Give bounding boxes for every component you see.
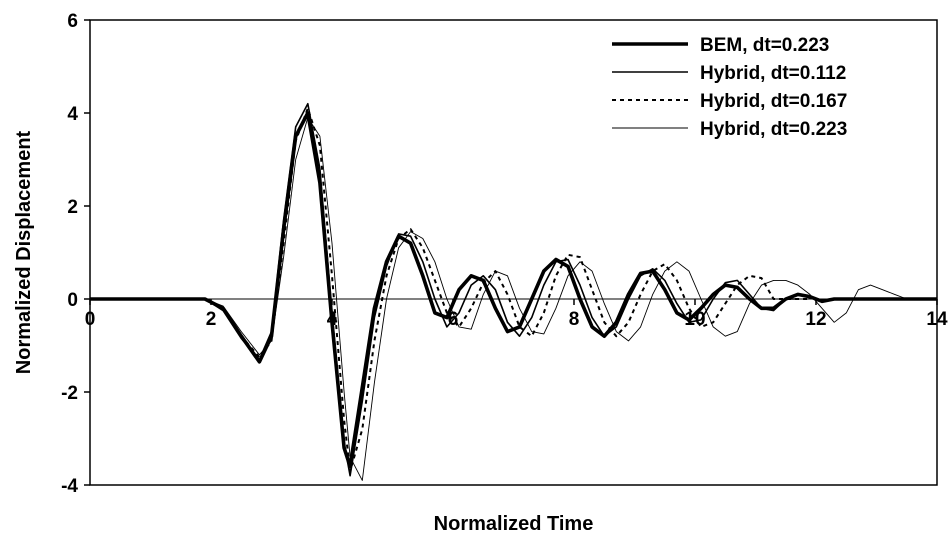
y-tick-label: 4 bbox=[67, 104, 78, 125]
y-tick-label: -2 bbox=[61, 383, 78, 404]
y-tick-label: 0 bbox=[67, 290, 78, 311]
x-axis-title: Normalized Time bbox=[434, 513, 594, 535]
legend-label-3: Hybrid, dt=0.167 bbox=[700, 91, 847, 112]
series-group bbox=[90, 102, 937, 481]
y-tick-label: 2 bbox=[67, 197, 78, 218]
legend: BEM, dt=0.223 Hybrid, dt=0.112 Hybrid, dt=… bbox=[612, 35, 847, 140]
legend-label-1: BEM, dt=0.223 bbox=[700, 35, 829, 56]
legend-label-4: Hybrid, dt=0.223 bbox=[700, 119, 847, 140]
x-tick-label: 2 bbox=[206, 309, 217, 330]
plot-area bbox=[89, 19, 938, 486]
series-line-1 bbox=[90, 111, 937, 469]
x-tick-label: 0 bbox=[85, 309, 96, 330]
y-axis-title: Normalized Displacement bbox=[13, 130, 35, 374]
x-tick-label: 12 bbox=[805, 309, 826, 330]
y-tick-label: -4 bbox=[61, 476, 78, 497]
y-tick-label: 6 bbox=[67, 11, 78, 32]
series-line-4 bbox=[90, 117, 937, 481]
x-tick-label: 8 bbox=[569, 309, 580, 330]
y-axis-ticks: -4 -2 0 2 4 6 bbox=[61, 11, 90, 497]
series-line-2 bbox=[90, 102, 798, 477]
x-tick-label: 14 bbox=[926, 309, 948, 330]
legend-label-2: Hybrid, dt=0.112 bbox=[700, 63, 846, 84]
